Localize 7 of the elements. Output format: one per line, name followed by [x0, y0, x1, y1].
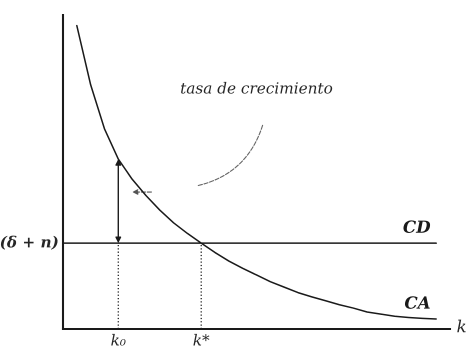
x-tick-label: k₀	[111, 334, 126, 346]
x-tick-label: k*	[193, 334, 210, 346]
annotation: tasa de crecimiento	[181, 82, 332, 94]
x-axis-title: k	[457, 320, 466, 332]
series-label: CA	[404, 296, 430, 309]
text: (δ + n)	[0, 236, 58, 250]
series-label: CD	[403, 220, 430, 233]
